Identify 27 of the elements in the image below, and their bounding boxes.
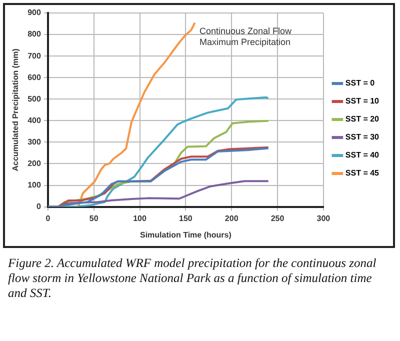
- x-tick-label: 0: [46, 214, 51, 223]
- y-tick-label: 500: [28, 94, 42, 104]
- x-tick-label: 200: [224, 214, 239, 223]
- x-tick-label: 250: [270, 214, 285, 223]
- legend-label: SST = 45: [345, 168, 380, 178]
- legend-label: SST = 0: [345, 78, 376, 88]
- y-tick-label: 100: [28, 180, 42, 190]
- legend-label: SST = 10: [345, 96, 380, 106]
- x-tick-label: 100: [133, 214, 147, 223]
- y-axis-title: Accumulated Precipitation (mm): [11, 48, 20, 172]
- y-tick-label: 900: [28, 8, 42, 18]
- caption: Figure 2. Accumulated WRF model precipitation for the continuous zonal flow storm in Yellowstone National Park as a function of simulation time and SST.: [8, 256, 378, 301]
- y-tick-label: 200: [28, 158, 42, 168]
- y-tick-label: 300: [28, 137, 42, 146]
- legend-label: SST = 40: [345, 150, 380, 160]
- y-tick-label: 0: [36, 202, 42, 212]
- x-tick-label: 150: [179, 214, 193, 223]
- legend-label: SST = 30: [345, 132, 380, 142]
- y-tick-label: 700: [28, 51, 42, 60]
- x-tick-label: 300: [316, 214, 331, 223]
- x-axis-title: Simulation Time (hours): [140, 230, 232, 240]
- x-tick-label: 50: [89, 214, 99, 223]
- y-tick-label: 400: [28, 116, 42, 125]
- annotation: Continuous Zonal Flow Maximum Precipitation: [199, 26, 292, 47]
- legend-label: SST = 20: [345, 114, 380, 124]
- y-tick-label: 600: [28, 72, 42, 82]
- y-tick-label: 800: [28, 30, 42, 39]
